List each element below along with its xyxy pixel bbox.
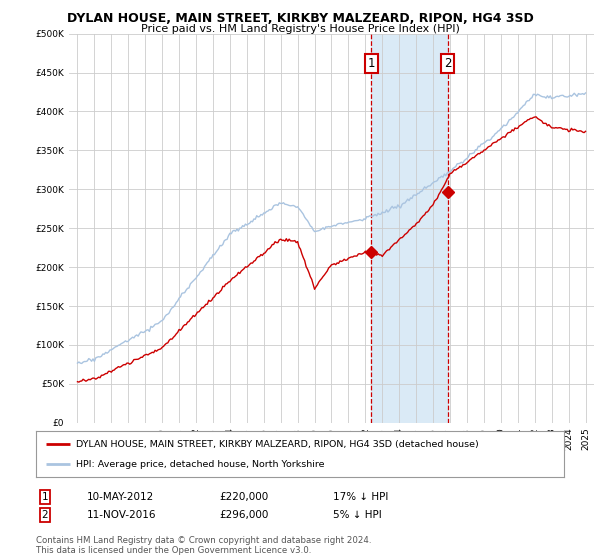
Text: 11-NOV-2016: 11-NOV-2016 (87, 510, 157, 520)
Text: DYLAN HOUSE, MAIN STREET, KIRKBY MALZEARD, RIPON, HG4 3SD: DYLAN HOUSE, MAIN STREET, KIRKBY MALZEAR… (67, 12, 533, 25)
Text: 1: 1 (368, 57, 375, 69)
Text: 17% ↓ HPI: 17% ↓ HPI (333, 492, 388, 502)
Text: 2: 2 (41, 510, 49, 520)
Text: Contains HM Land Registry data © Crown copyright and database right 2024.
This d: Contains HM Land Registry data © Crown c… (36, 536, 371, 556)
Text: Price paid vs. HM Land Registry's House Price Index (HPI): Price paid vs. HM Land Registry's House … (140, 24, 460, 34)
Text: £220,000: £220,000 (219, 492, 268, 502)
Text: 10-MAY-2012: 10-MAY-2012 (87, 492, 154, 502)
Bar (371, 34, 448, 423)
Text: 1: 1 (41, 492, 49, 502)
Text: HPI: Average price, detached house, North Yorkshire: HPI: Average price, detached house, Nort… (76, 460, 324, 469)
Text: DYLAN HOUSE, MAIN STREET, KIRKBY MALZEARD, RIPON, HG4 3SD (detached house): DYLAN HOUSE, MAIN STREET, KIRKBY MALZEAR… (76, 440, 478, 449)
Text: 2: 2 (444, 57, 451, 69)
Text: £296,000: £296,000 (219, 510, 268, 520)
Text: 5% ↓ HPI: 5% ↓ HPI (333, 510, 382, 520)
